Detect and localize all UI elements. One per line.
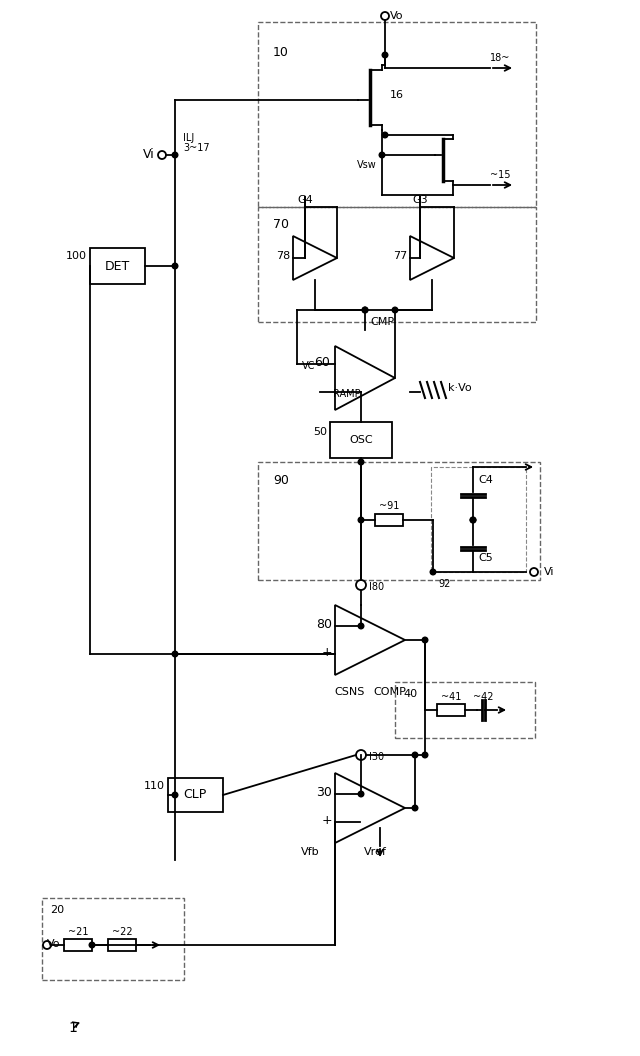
Circle shape — [158, 151, 166, 159]
Circle shape — [470, 517, 476, 523]
Circle shape — [358, 459, 364, 465]
Text: RAMP: RAMP — [333, 389, 360, 399]
Text: 50: 50 — [313, 427, 327, 437]
Bar — [437, 704, 465, 716]
Circle shape — [356, 580, 366, 590]
Text: C5: C5 — [478, 553, 493, 563]
Circle shape — [358, 623, 364, 628]
Text: 100: 100 — [66, 251, 87, 261]
Circle shape — [470, 517, 476, 523]
Bar — [42, 898, 184, 980]
Text: 30: 30 — [316, 786, 332, 798]
Bar — [375, 514, 403, 526]
Circle shape — [362, 307, 368, 313]
Text: 16: 16 — [390, 90, 404, 100]
Text: ILJ: ILJ — [183, 133, 195, 143]
Circle shape — [422, 752, 428, 758]
Text: Vsw: Vsw — [357, 161, 377, 170]
Text: 60: 60 — [314, 357, 330, 370]
Text: +: + — [321, 645, 332, 659]
Circle shape — [422, 637, 428, 643]
Text: G4: G4 — [297, 195, 313, 205]
Text: 3~17: 3~17 — [183, 143, 210, 153]
Text: I80: I80 — [369, 582, 384, 592]
Text: k·Vo: k·Vo — [448, 383, 472, 393]
Circle shape — [89, 942, 95, 948]
Text: 78: 78 — [276, 251, 290, 261]
Bar — [395, 682, 535, 738]
Text: 90: 90 — [273, 473, 289, 487]
Circle shape — [382, 52, 388, 58]
Circle shape — [382, 132, 388, 137]
Text: Vo: Vo — [390, 11, 403, 21]
Text: ~41: ~41 — [441, 692, 461, 702]
Bar — [258, 207, 536, 322]
Circle shape — [356, 750, 366, 760]
Text: 10: 10 — [273, 45, 289, 58]
Text: 20: 20 — [50, 905, 64, 914]
Bar — [108, 939, 136, 951]
Text: ~21: ~21 — [68, 927, 88, 937]
Text: OSC: OSC — [349, 435, 373, 445]
Text: Vo: Vo — [47, 939, 61, 949]
Text: COMP: COMP — [374, 687, 406, 697]
Bar — [64, 939, 92, 951]
Text: 110: 110 — [144, 781, 165, 791]
Text: I30: I30 — [369, 752, 384, 762]
Text: G3: G3 — [412, 195, 428, 205]
Text: 1: 1 — [68, 1021, 77, 1035]
Circle shape — [358, 517, 364, 523]
Circle shape — [43, 941, 51, 949]
Circle shape — [530, 568, 538, 576]
Text: Vi: Vi — [143, 149, 155, 162]
Bar — [330, 422, 392, 458]
Circle shape — [392, 307, 398, 313]
Circle shape — [412, 752, 418, 758]
Circle shape — [172, 152, 178, 157]
Bar — [258, 22, 536, 207]
Text: CMP: CMP — [370, 317, 394, 327]
Text: VC: VC — [301, 361, 315, 371]
Bar — [431, 467, 526, 572]
Text: ~15: ~15 — [490, 170, 510, 180]
Bar — [168, 778, 223, 812]
Text: 40: 40 — [403, 689, 417, 699]
Text: CLP: CLP — [184, 789, 207, 802]
Circle shape — [172, 263, 178, 269]
Text: ~22: ~22 — [112, 927, 132, 937]
Circle shape — [172, 652, 178, 657]
Text: Vfb: Vfb — [301, 847, 319, 857]
Text: 77: 77 — [393, 251, 407, 261]
Circle shape — [358, 791, 364, 797]
Text: CSNS: CSNS — [335, 687, 365, 697]
Circle shape — [172, 792, 178, 797]
Bar — [90, 248, 145, 284]
Text: +: + — [321, 813, 332, 827]
Text: Vref: Vref — [364, 847, 387, 857]
Text: 70: 70 — [273, 219, 289, 231]
Text: 18~: 18~ — [490, 53, 510, 63]
Bar — [258, 463, 540, 580]
Circle shape — [381, 12, 389, 20]
Text: Vi: Vi — [544, 567, 554, 577]
Circle shape — [412, 805, 418, 811]
Circle shape — [430, 569, 436, 574]
Text: 92: 92 — [438, 579, 451, 589]
Circle shape — [379, 152, 385, 157]
Text: 80: 80 — [316, 618, 332, 630]
Text: DET: DET — [104, 260, 130, 272]
Text: ~42: ~42 — [473, 692, 493, 702]
Circle shape — [362, 307, 368, 313]
Text: C4: C4 — [478, 475, 493, 485]
Text: ~91: ~91 — [379, 501, 399, 511]
